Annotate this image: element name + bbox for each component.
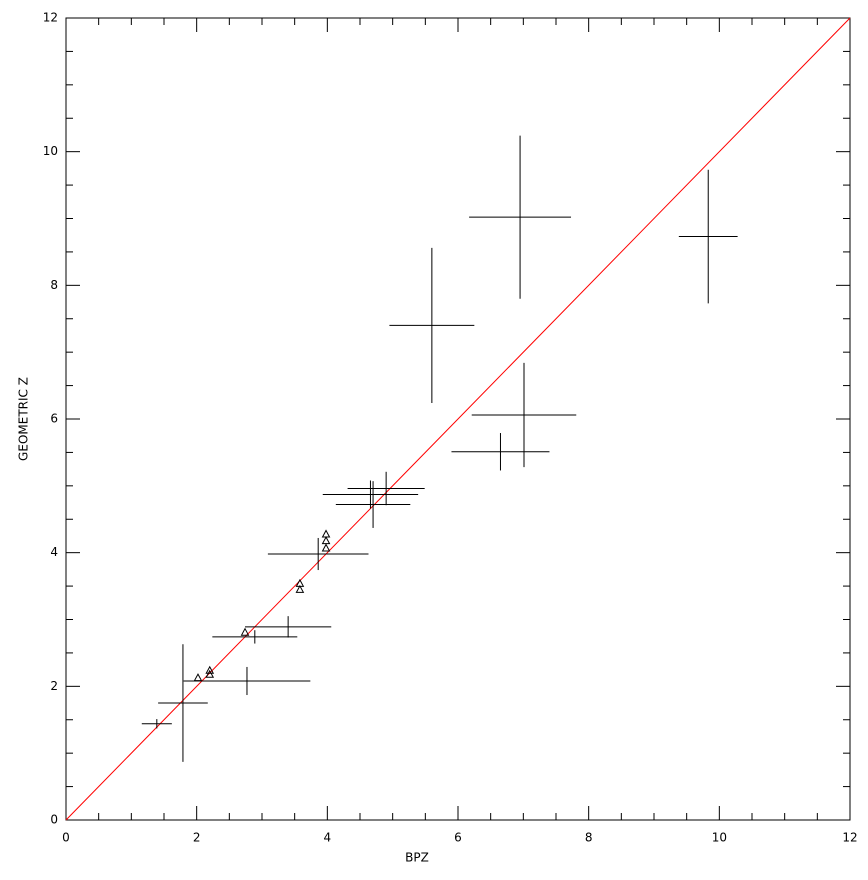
x-tick-label: 4 [324, 831, 332, 845]
x-tick-label: 0 [62, 831, 70, 845]
y-tick-label: 0 [50, 813, 58, 827]
y-axis-label: GEOMETRIC Z [17, 377, 31, 461]
x-tick-label: 10 [712, 831, 727, 845]
y-tick-label: 10 [43, 144, 58, 158]
x-tick-label: 8 [585, 831, 593, 845]
y-tick-label: 4 [50, 545, 58, 559]
reference-line [65, 17, 851, 821]
triangle-marker [321, 543, 331, 552]
x-axis-label: BPZ [405, 851, 429, 865]
triangle-marker [205, 669, 215, 678]
triangle-marker [321, 529, 331, 538]
x-tick-label: 6 [454, 831, 462, 845]
y-tick-label: 2 [50, 679, 58, 693]
x-tick-label: 12 [842, 831, 857, 845]
y-tick-label: 8 [50, 278, 58, 292]
triangle-marker [295, 584, 305, 593]
y-tick-label: 6 [50, 412, 58, 426]
y-tick-label: 12 [43, 11, 58, 25]
triangle-marker [205, 665, 215, 674]
x-tick-label: 2 [193, 831, 201, 845]
triangle-marker [321, 536, 331, 545]
triangle-marker [193, 673, 203, 682]
triangle-marker [240, 627, 250, 636]
